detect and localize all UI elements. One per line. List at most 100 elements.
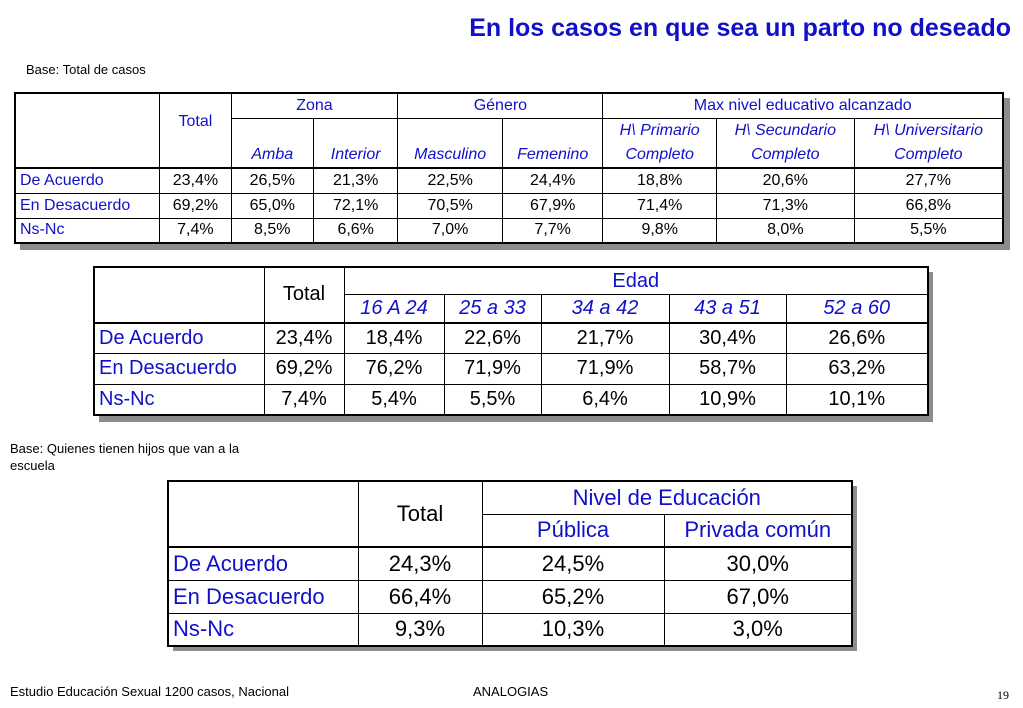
cell: 69,2%: [159, 192, 232, 219]
header-masculino: Masculino: [397, 117, 503, 169]
cell: 30,4%: [668, 321, 787, 354]
cell: 69,2%: [263, 352, 345, 385]
header-group-zona: Zona: [230, 92, 399, 119]
cell: 7,4%: [159, 217, 232, 244]
cell: 24,3%: [357, 546, 483, 581]
cell: 22,6%: [443, 321, 542, 354]
cell: 5,4%: [343, 383, 445, 416]
header-total: Total: [159, 92, 232, 169]
table-zona-genero-educacion: Total Zona Género Max nivel educativo al…: [14, 92, 1010, 250]
cell: 6,4%: [540, 383, 670, 416]
header-group-educacion: Max nivel educativo alcanzado: [602, 92, 1004, 119]
cell: 67,0%: [663, 579, 853, 614]
header-corner: [93, 266, 265, 323]
cell: 7,0%: [397, 217, 503, 244]
cell: 9,8%: [602, 217, 717, 244]
base-note-total: Base: Total de casos: [26, 62, 146, 77]
footer-brand: ANALOGIAS: [473, 684, 549, 699]
cell: 67,9%: [501, 192, 604, 219]
base-note-hijos: Base: Quienes tienen hijos que van a la …: [10, 441, 240, 473]
cell: 10,9%: [668, 383, 787, 416]
header-corner: [167, 480, 359, 548]
cell: 65,0%: [230, 192, 314, 219]
header-52-60: 52 a 60: [785, 294, 929, 323]
cell: 58,7%: [668, 352, 787, 385]
results-table-3: Total Nivel de Educación Pública Privada…: [167, 480, 853, 647]
row-label-en-desacuerdo: En Desacuerdo: [93, 352, 265, 385]
header-femenino: Femenino: [501, 117, 604, 169]
row-label-de-acuerdo: De Acuerdo: [167, 546, 359, 581]
header-secundario: H\ Secundario: [715, 117, 855, 143]
cell: 71,9%: [540, 352, 670, 385]
header-privada: Privada común: [663, 513, 853, 548]
row-label-ns-nc: Ns-Nc: [93, 383, 265, 416]
row-label-ns-nc: Ns-Nc: [167, 612, 359, 647]
cell: 65,2%: [481, 579, 665, 614]
header-universitario: H\ Universitario: [853, 117, 1004, 143]
header-group-nivel-educacion: Nivel de Educación: [481, 480, 853, 515]
cell: 18,8%: [602, 167, 717, 194]
cell: 24,4%: [501, 167, 604, 194]
table-row: Ns-Nc 7,4% 8,5% 6,6% 7,0% 7,7% 9,8% 8,0%…: [14, 217, 1004, 244]
cell: 10,1%: [785, 383, 929, 416]
cell: 23,4%: [263, 321, 345, 354]
cell: 63,2%: [785, 352, 929, 385]
cell: 71,9%: [443, 352, 542, 385]
cell: 66,4%: [357, 579, 483, 614]
cell: 10,3%: [481, 612, 665, 647]
cell: 76,2%: [343, 352, 445, 385]
table-row: En Desacuerdo 69,2% 65,0% 72,1% 70,5% 67…: [14, 192, 1004, 219]
header-secundario-completo: Completo: [715, 143, 855, 169]
table-row: Ns-Nc 7,4% 5,4% 5,5% 6,4% 10,9% 10,1%: [93, 383, 929, 416]
cell: 26,5%: [230, 167, 314, 194]
row-label-de-acuerdo: De Acuerdo: [93, 321, 265, 354]
header-total: Total: [263, 266, 345, 323]
cell: 5,5%: [853, 217, 1004, 244]
header-publica: Pública: [481, 513, 665, 548]
row-label-de-acuerdo: De Acuerdo: [14, 167, 161, 194]
page-number: 19: [997, 688, 1009, 702]
results-table-1: Total Zona Género Max nivel educativo al…: [14, 92, 1004, 244]
table-row: En Desacuerdo 69,2% 76,2% 71,9% 71,9% 58…: [93, 352, 929, 385]
cell: 23,4%: [159, 167, 232, 194]
row-label-en-desacuerdo: En Desacuerdo: [14, 192, 161, 219]
table-edad: Total Edad 16 A 24 25 a 33 34 a 42 43 a …: [93, 266, 933, 422]
header-43-51: 43 a 51: [668, 294, 787, 323]
header-interior: Interior: [312, 117, 399, 169]
table-row: De Acuerdo 24,3% 24,5% 30,0%: [167, 546, 853, 581]
header-amba: Amba: [230, 117, 314, 169]
table-row: En Desacuerdo 66,4% 65,2% 67,0%: [167, 579, 853, 614]
cell: 5,5%: [443, 383, 542, 416]
cell: 72,1%: [312, 192, 399, 219]
table-row: De Acuerdo 23,4% 18,4% 22,6% 21,7% 30,4%…: [93, 321, 929, 354]
cell: 71,4%: [602, 192, 717, 219]
header-primario: H\ Primario: [602, 117, 717, 143]
cell: 71,3%: [715, 192, 855, 219]
cell: 8,0%: [715, 217, 855, 244]
cell: 70,5%: [397, 192, 503, 219]
cell: 7,4%: [263, 383, 345, 416]
cell: 8,5%: [230, 217, 314, 244]
header-16-24: 16 A 24: [343, 294, 445, 323]
header-universitario-completo: Completo: [853, 143, 1004, 169]
cell: 21,7%: [540, 321, 670, 354]
page-title: En los casos en que sea un parto no dese…: [469, 14, 1011, 42]
cell: 26,6%: [785, 321, 929, 354]
header-primario-completo: Completo: [602, 143, 717, 169]
cell: 30,0%: [663, 546, 853, 581]
cell: 3,0%: [663, 612, 853, 647]
header-group-edad: Edad: [343, 266, 929, 296]
table-nivel-educacion: Total Nivel de Educación Pública Privada…: [167, 480, 857, 651]
header-corner: [14, 92, 161, 169]
cell: 6,6%: [312, 217, 399, 244]
table-row: Ns-Nc 9,3% 10,3% 3,0%: [167, 612, 853, 647]
table-row: De Acuerdo 23,4% 26,5% 21,3% 22,5% 24,4%…: [14, 167, 1004, 194]
header-34-42: 34 a 42: [540, 294, 670, 323]
cell: 22,5%: [397, 167, 503, 194]
cell: 7,7%: [501, 217, 604, 244]
header-25-33: 25 a 33: [443, 294, 542, 323]
cell: 24,5%: [481, 546, 665, 581]
row-label-ns-nc: Ns-Nc: [14, 217, 161, 244]
cell: 20,6%: [715, 167, 855, 194]
row-label-en-desacuerdo: En Desacuerdo: [167, 579, 359, 614]
